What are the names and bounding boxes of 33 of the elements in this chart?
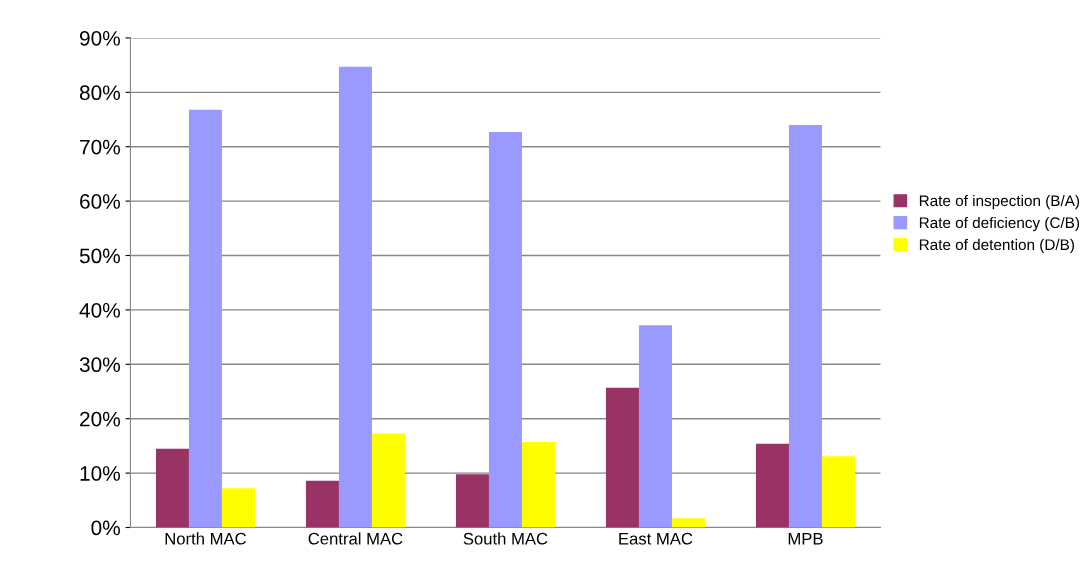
bar (755, 443, 789, 528)
y-tick-label: 80% (79, 85, 120, 101)
x-tick-label: East MAC (619, 532, 693, 545)
bar (605, 387, 639, 528)
y-tick-label: 40% (79, 302, 120, 318)
bar (821, 456, 855, 528)
y-tick-label: 60% (80, 194, 120, 209)
y-tick-label: 20% (80, 411, 120, 427)
bar (455, 474, 489, 528)
bar (188, 109, 222, 528)
x-tick-label: Central MAC (308, 532, 403, 545)
x-tick-label: North MAC (165, 532, 247, 545)
y-tick-label: 30% (79, 357, 120, 373)
bar (788, 124, 822, 528)
legend-label: Rate of deficiency (C/B) (919, 216, 1080, 232)
bar (488, 132, 522, 528)
x-tick-label: South MAC (463, 532, 548, 545)
bar (521, 442, 555, 528)
legend-label: Rate of detention (D/B) (919, 238, 1074, 254)
y-tick-label: 90% (80, 30, 120, 46)
y-tick-label: 0% (91, 520, 120, 536)
y-tick-label: 10% (80, 466, 120, 481)
bar (221, 488, 255, 528)
y-tick-label: 70% (80, 139, 120, 155)
y-tick-label: 50% (79, 248, 120, 264)
bar (371, 433, 405, 528)
legend-label: Rate of inspection (B/A) (919, 194, 1080, 210)
x-tick-label: MPB (788, 532, 823, 545)
bar (638, 325, 672, 528)
bar (338, 66, 372, 528)
bar (671, 518, 705, 528)
bar (305, 480, 339, 528)
bar (155, 448, 189, 528)
